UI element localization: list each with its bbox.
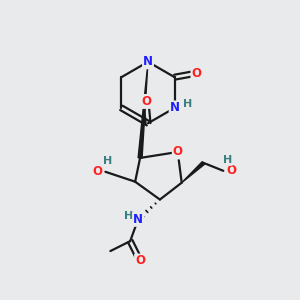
Polygon shape [182, 162, 205, 183]
Text: N: N [143, 55, 153, 68]
Text: H: H [103, 156, 112, 166]
Text: O: O [173, 146, 183, 158]
Text: N: N [133, 213, 143, 226]
Text: O: O [135, 254, 145, 268]
Text: H: H [124, 212, 133, 221]
Text: O: O [191, 67, 201, 80]
Polygon shape [138, 62, 148, 158]
Text: H: H [223, 155, 232, 165]
Text: O: O [92, 165, 103, 178]
Text: N: N [169, 101, 180, 114]
Text: H: H [183, 99, 192, 109]
Text: O: O [226, 164, 236, 177]
Text: O: O [141, 95, 151, 108]
